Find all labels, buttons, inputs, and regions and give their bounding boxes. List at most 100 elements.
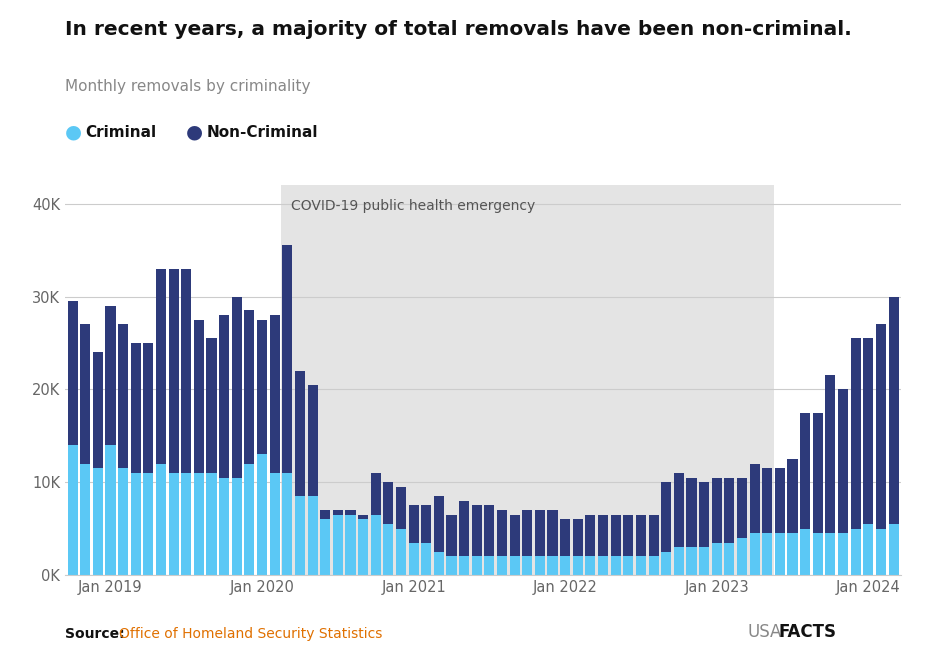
Bar: [395, 487, 406, 529]
Bar: [458, 557, 469, 575]
Bar: [698, 483, 708, 547]
Bar: [850, 529, 859, 575]
Bar: [219, 315, 229, 477]
Bar: [509, 557, 519, 575]
Bar: [118, 468, 128, 575]
Bar: [345, 515, 355, 575]
Bar: [598, 515, 608, 557]
Bar: [686, 547, 696, 575]
Bar: [648, 557, 658, 575]
Bar: [496, 510, 507, 557]
Bar: [320, 520, 329, 575]
Bar: [168, 473, 178, 575]
Bar: [887, 524, 897, 575]
Bar: [875, 325, 885, 529]
Text: ●: ●: [186, 123, 202, 141]
Bar: [812, 533, 822, 575]
Bar: [736, 477, 746, 538]
Bar: [383, 483, 393, 524]
Bar: [320, 510, 329, 520]
Bar: [194, 320, 204, 473]
Bar: [812, 412, 822, 533]
Bar: [307, 496, 317, 575]
Bar: [345, 510, 355, 515]
Bar: [408, 543, 419, 575]
Bar: [698, 547, 708, 575]
Bar: [585, 557, 595, 575]
Bar: [673, 473, 683, 547]
Bar: [887, 297, 897, 524]
Bar: [206, 338, 216, 473]
Bar: [547, 557, 557, 575]
Bar: [560, 557, 570, 575]
Bar: [118, 325, 128, 468]
Bar: [875, 529, 885, 575]
Bar: [332, 510, 342, 515]
Bar: [787, 459, 797, 533]
Bar: [93, 468, 103, 575]
Bar: [420, 543, 431, 575]
Bar: [774, 533, 784, 575]
Bar: [648, 515, 658, 557]
Bar: [156, 463, 166, 575]
Bar: [824, 375, 834, 533]
Bar: [850, 338, 859, 529]
Text: Criminal: Criminal: [85, 125, 157, 139]
Bar: [282, 245, 292, 473]
Bar: [420, 506, 431, 543]
Bar: [106, 306, 115, 445]
Bar: [471, 557, 482, 575]
Bar: [749, 463, 759, 533]
Bar: [837, 389, 847, 533]
Bar: [332, 515, 342, 575]
Bar: [143, 473, 153, 575]
Bar: [294, 496, 304, 575]
Bar: [282, 473, 292, 575]
Bar: [661, 552, 671, 575]
Bar: [231, 297, 241, 477]
Bar: [357, 520, 367, 575]
Bar: [80, 463, 90, 575]
Text: ●: ●: [65, 123, 82, 141]
Bar: [496, 557, 507, 575]
Bar: [206, 473, 216, 575]
Bar: [433, 552, 444, 575]
Bar: [799, 529, 809, 575]
Bar: [686, 477, 696, 547]
Bar: [610, 515, 620, 557]
Bar: [383, 524, 393, 575]
Bar: [370, 473, 380, 515]
Bar: [131, 343, 141, 473]
Bar: [573, 520, 582, 557]
Bar: [131, 473, 141, 575]
Text: USA: USA: [747, 623, 781, 641]
Bar: [269, 315, 279, 473]
Bar: [244, 311, 254, 463]
Bar: [610, 557, 620, 575]
Bar: [862, 338, 872, 524]
Bar: [761, 468, 771, 533]
Bar: [357, 515, 367, 520]
Bar: [522, 557, 532, 575]
Bar: [573, 557, 582, 575]
Bar: [749, 533, 759, 575]
Text: FACTS: FACTS: [778, 623, 835, 641]
Bar: [219, 477, 229, 575]
Bar: [799, 412, 809, 529]
Text: Source:: Source:: [65, 627, 124, 641]
Bar: [307, 385, 317, 496]
Bar: [736, 538, 746, 575]
Bar: [294, 371, 304, 496]
Bar: [547, 510, 557, 557]
Text: Office of Homeland Security Statistics: Office of Homeland Security Statistics: [119, 627, 382, 641]
Bar: [535, 510, 545, 557]
Bar: [724, 543, 734, 575]
Bar: [711, 543, 721, 575]
Bar: [93, 352, 103, 468]
Bar: [509, 515, 519, 557]
Bar: [106, 445, 115, 575]
Bar: [257, 454, 267, 575]
Bar: [257, 320, 267, 454]
Bar: [80, 325, 90, 463]
Bar: [244, 463, 254, 575]
